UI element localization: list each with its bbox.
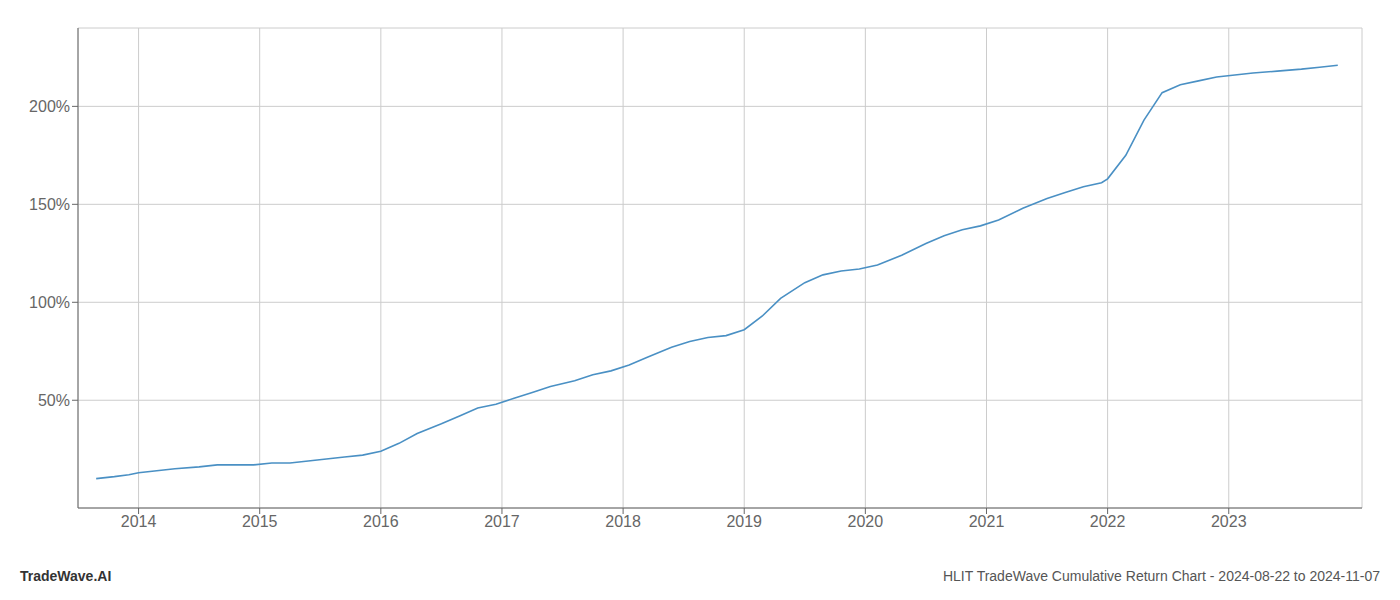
svg-text:50%: 50%	[38, 392, 70, 409]
svg-text:100%: 100%	[29, 294, 70, 311]
html-text:TradeWave.AI: TradeWave.AI	[20, 568, 112, 584]
svg-text:2022: 2022	[1090, 513, 1126, 530]
svg-text:2014: 2014	[121, 513, 157, 530]
svg-text:150%: 150%	[29, 196, 70, 213]
svg-text:200%: 200%	[29, 98, 70, 115]
svg-text:2015: 2015	[242, 513, 278, 530]
svg-text:2019: 2019	[726, 513, 762, 530]
svg-text:2018: 2018	[605, 513, 641, 530]
svg-text:2020: 2020	[848, 513, 884, 530]
svg-text:2023: 2023	[1211, 513, 1247, 530]
svg-text:2017: 2017	[484, 513, 520, 530]
svg-text:2016: 2016	[363, 513, 399, 530]
svg-text:2021: 2021	[969, 513, 1005, 530]
html-text:HLIT TradeWave Cumulative Retu: HLIT TradeWave Cumulative Return Chart -…	[942, 568, 1380, 584]
